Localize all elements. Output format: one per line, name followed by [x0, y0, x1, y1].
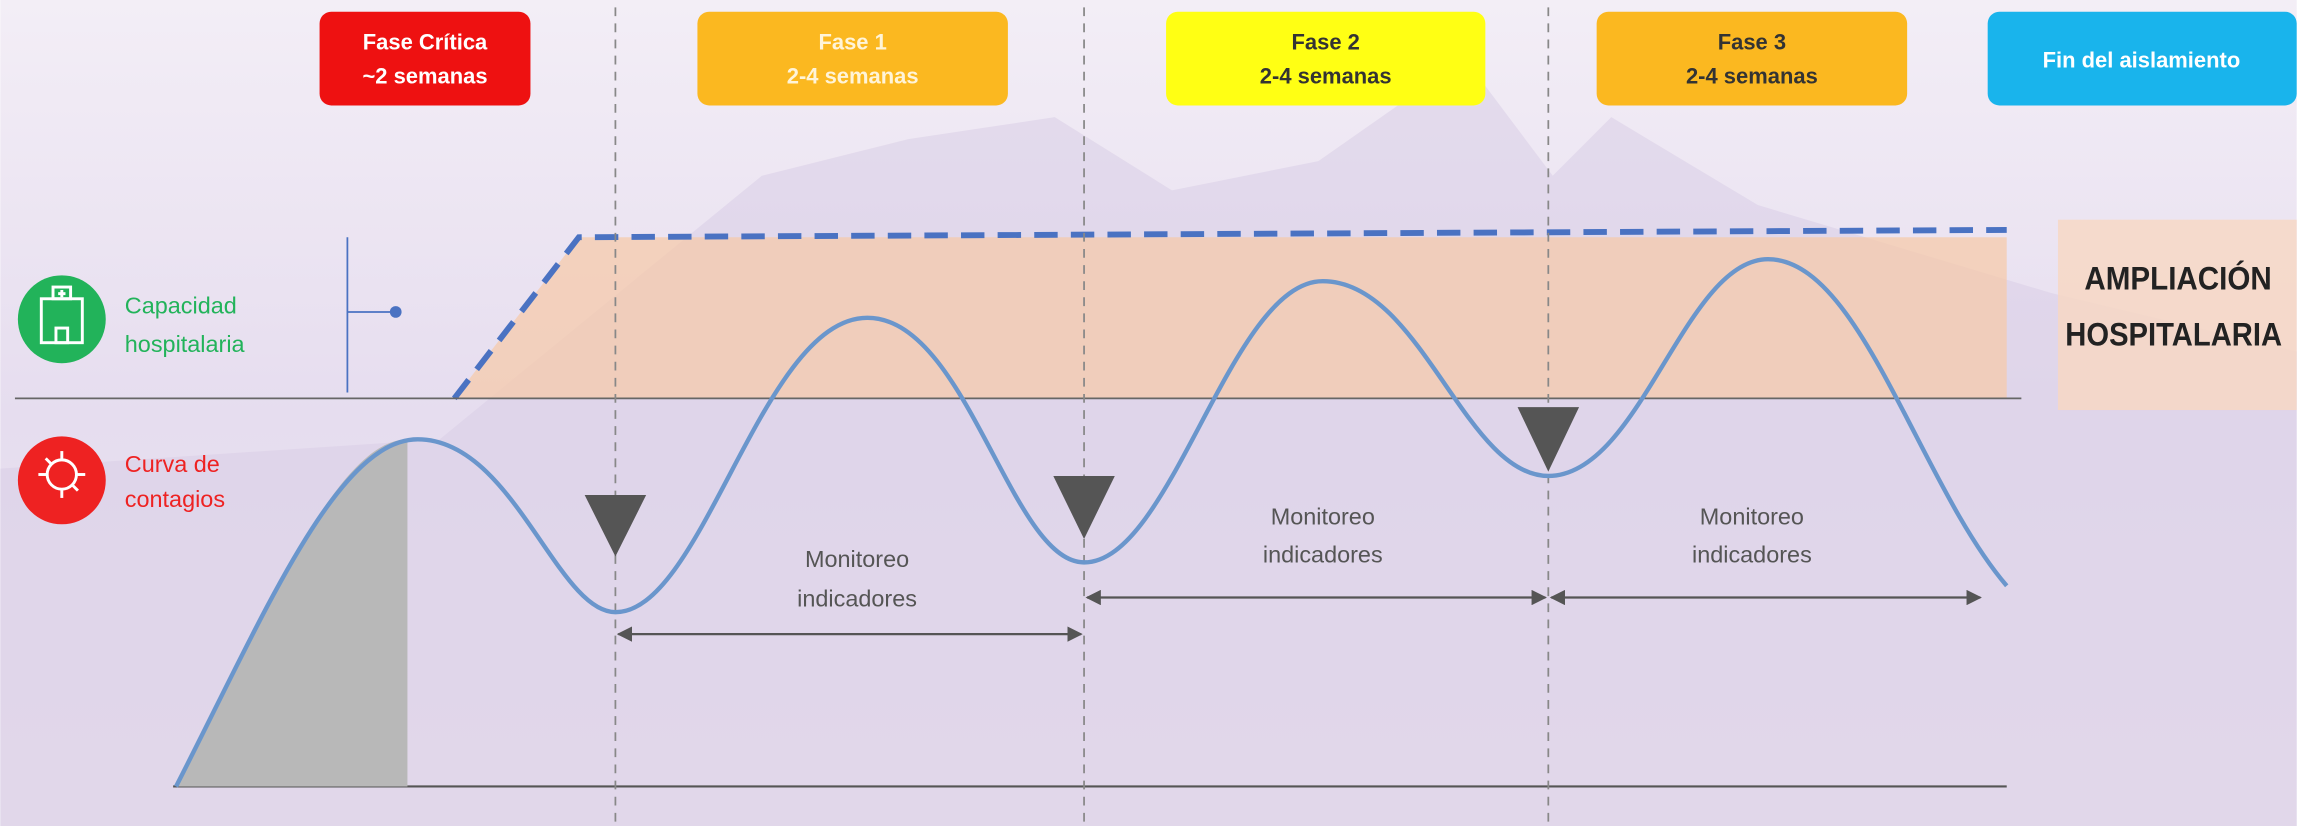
diagram: Monitoreo indicadores Monitoreo indicado…	[0, 0, 2297, 826]
legend-label: hospitalaria	[125, 331, 246, 357]
expansion-label: HOSPITALARIA	[2065, 316, 2282, 352]
virus-icon	[18, 436, 106, 524]
monitoring-label: Monitoreo	[1700, 504, 1804, 530]
phase-box	[1597, 12, 1907, 106]
monitoring-label: indicadores	[1263, 542, 1383, 568]
phase-duration: 2-4 semanas	[1260, 63, 1392, 88]
expansion-label: AMPLIACIÓN	[2084, 261, 2271, 297]
phase-title: Fase Crítica	[363, 30, 488, 55]
monitoring-label: indicadores	[1692, 542, 1812, 568]
page: Fases {"phases":[ {"title":"Fase Crítica…	[0, 0, 2297, 826]
legend-dot	[390, 306, 402, 318]
phase-duration: 2-4 semanas	[787, 63, 919, 88]
body: Monitoreo indicadores Monitoreo indicado…	[0, 0, 2297, 826]
phase-duration: 2-4 semanas	[1686, 63, 1818, 88]
phase-box	[320, 12, 531, 106]
monitoring-label: indicadores	[797, 586, 917, 612]
legend-label: Curva de	[125, 451, 220, 477]
phase-title: Fin del aislamiento	[2043, 47, 2241, 72]
monitoring-label: Monitoreo	[1271, 504, 1375, 530]
phase-title: Fase 2	[1292, 30, 1360, 55]
legend-label: contagios	[125, 486, 225, 512]
phase-box	[697, 12, 1007, 106]
monitoring-label: Monitoreo	[805, 546, 909, 572]
phase-title: Fase 3	[1718, 30, 1786, 55]
phase-duration: ~2 semanas	[362, 63, 487, 88]
phase-title: Fase 1	[818, 30, 886, 55]
expansion-box	[2058, 220, 2297, 410]
phase-box	[1166, 12, 1485, 106]
legend-label: Capacidad	[125, 293, 237, 319]
